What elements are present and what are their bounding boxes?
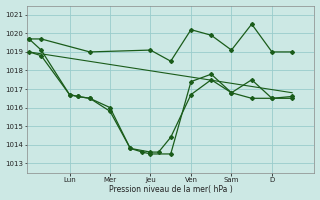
- X-axis label: Pression niveau de la mer( hPa ): Pression niveau de la mer( hPa ): [109, 185, 233, 194]
